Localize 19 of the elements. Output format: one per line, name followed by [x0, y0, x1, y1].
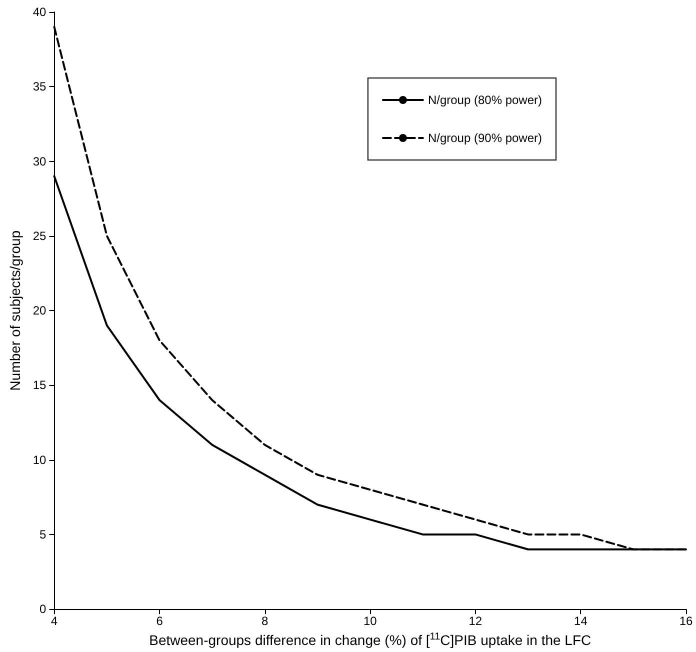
y-tick-label: 15: [32, 378, 47, 392]
legend-label: N/group (80% power): [428, 93, 542, 107]
y-tick-label: 20: [32, 304, 47, 318]
y-tick-label: 30: [32, 154, 47, 168]
x-tick-label: 14: [574, 614, 588, 628]
y-tick-label: 10: [32, 452, 47, 467]
y-tick-label: 35: [32, 80, 47, 94]
x-tick-label: 12: [468, 614, 482, 628]
x-tick-label: 6: [156, 614, 164, 628]
x-tick-label: 10: [363, 614, 378, 628]
y-tick-label: 25: [32, 228, 47, 243]
y-axis-title: Number of subjects/group: [7, 230, 23, 391]
legend-label: N/group (90% power): [428, 131, 542, 145]
y-tick-label: 5: [40, 527, 47, 542]
y-tick-label: 40: [32, 5, 47, 19]
y-tick-label: 0: [40, 602, 47, 616]
x-tick-label: 8: [261, 614, 268, 628]
x-tick-label: 16: [679, 614, 693, 628]
x-tick-label: 4: [50, 614, 58, 628]
